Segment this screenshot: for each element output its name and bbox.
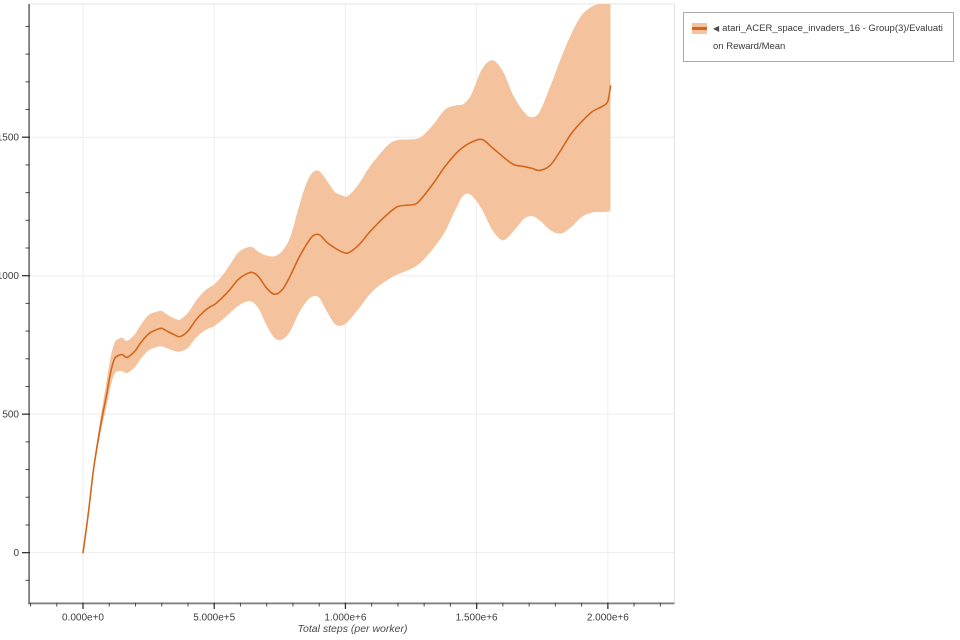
legend-box: ◀ atari_ACER_space_invaders_16 - Group(3)…	[683, 12, 954, 62]
legend-entry-label: atari_ACER_space_invaders_16 - Group(3)/…	[713, 23, 943, 52]
x-tick-label: 1.000e+6	[324, 613, 366, 624]
x-tick-label: 0.000e+0	[62, 613, 104, 624]
y-tick-label: 1500	[0, 133, 19, 144]
x-tick-label: 1.500e+6	[456, 613, 498, 624]
legend-entry[interactable]: ◀ atari_ACER_space_invaders_16 - Group(3)…	[692, 20, 947, 59]
mean-line	[82, 85, 612, 554]
y-tick-label: 0	[13, 548, 19, 559]
series-color-swatch	[692, 23, 707, 34]
collapse-legend-icon[interactable]: ◀	[713, 24, 720, 33]
x-tick-label: 2.000e+6	[587, 613, 629, 624]
x-tick-label: 5.000e+5	[193, 613, 235, 624]
y-tick-label: 500	[2, 410, 19, 421]
series-line-swatch	[692, 27, 707, 30]
confidence-band	[83, 4, 611, 553]
y-tick-label: 1000	[0, 271, 19, 282]
legend-label: ◀ atari_ACER_space_invaders_16 - Group(3)…	[713, 20, 947, 56]
y-axis-spine	[28, 4, 30, 605]
x-axis-title: Total steps (per worker)	[297, 623, 408, 635]
x-axis-spine	[28, 602, 675, 605]
